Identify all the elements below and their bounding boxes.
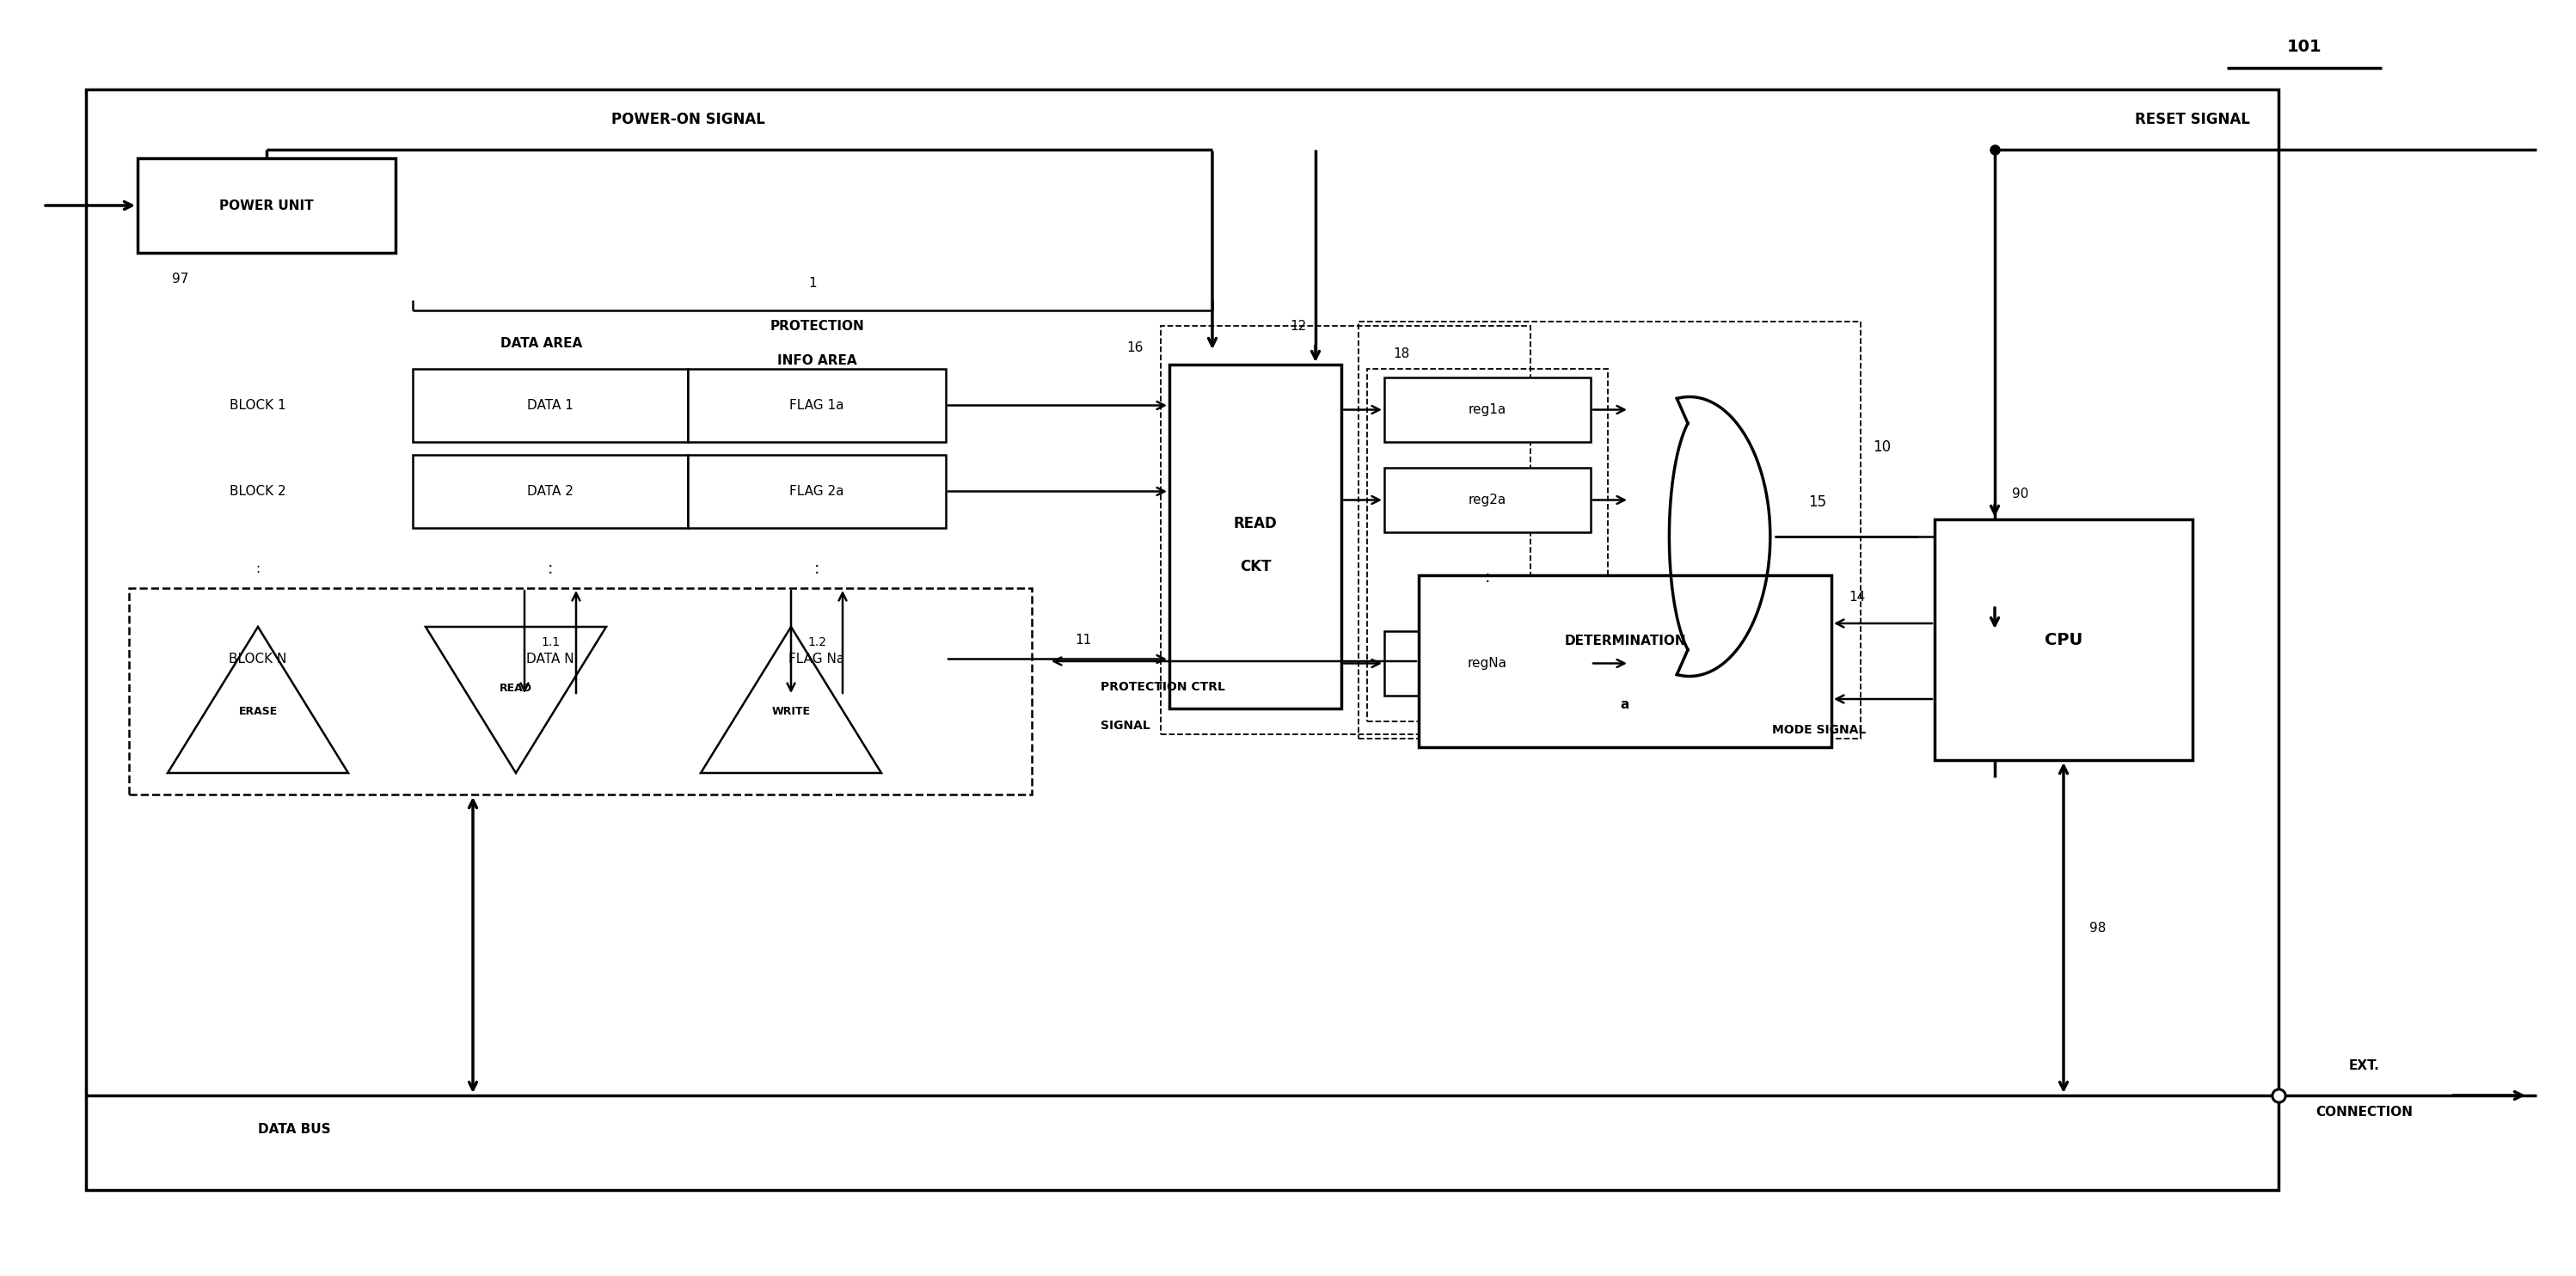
Bar (1368, 369, 1607, 721)
Bar (129, 588, 1033, 795)
Bar (137, 158, 397, 253)
Text: 16: 16 (1126, 341, 1144, 353)
Text: 101: 101 (2287, 38, 2321, 55)
Text: READ: READ (500, 683, 533, 694)
Text: regNa: regNa (1468, 657, 1507, 670)
Text: 90: 90 (2012, 487, 2030, 500)
Text: DATA 2: DATA 2 (528, 485, 574, 498)
Text: 97: 97 (173, 272, 188, 285)
Text: POWER UNIT: POWER UNIT (219, 199, 314, 212)
Text: FLAG Na: FLAG Na (788, 652, 845, 666)
Text: INFO AREA: INFO AREA (778, 353, 858, 366)
Text: MODE SIGNAL: MODE SIGNAL (1772, 723, 1865, 736)
Text: RESET SIGNAL: RESET SIGNAL (2136, 112, 2249, 128)
Text: BLOCK 1: BLOCK 1 (229, 399, 286, 412)
Bar (688, 623, 945, 695)
Text: FLAG 2a: FLAG 2a (788, 485, 845, 498)
Bar (412, 454, 688, 528)
Text: 15: 15 (1808, 494, 1826, 510)
Bar (1383, 632, 1589, 695)
Text: 10: 10 (1873, 439, 1891, 454)
Text: 1.1: 1.1 (541, 635, 559, 648)
Bar (1383, 378, 1589, 441)
Text: EXT.: EXT. (2349, 1059, 2380, 1072)
Text: 11: 11 (1074, 633, 1092, 646)
Bar (1935, 519, 2192, 760)
Text: BLOCK 2: BLOCK 2 (229, 485, 286, 498)
Text: READ: READ (1234, 516, 1278, 531)
Text: PROTECTION: PROTECTION (770, 319, 863, 332)
Text: FLAG 1a: FLAG 1a (788, 399, 845, 412)
Text: 18: 18 (1394, 347, 1409, 360)
Text: SIGNAL: SIGNAL (1100, 720, 1151, 731)
Text: WRITE: WRITE (773, 706, 811, 717)
Bar (412, 369, 688, 441)
Text: 12: 12 (1291, 319, 1306, 332)
Text: DATA BUS: DATA BUS (258, 1123, 330, 1136)
Text: :: : (255, 563, 260, 575)
Text: reg2a: reg2a (1468, 494, 1507, 507)
Text: :: : (814, 560, 819, 577)
Text: ERASE: ERASE (240, 706, 278, 717)
Text: 98: 98 (2089, 921, 2107, 934)
Text: BLOCK N: BLOCK N (229, 652, 286, 666)
Text: CPU: CPU (2045, 632, 2081, 648)
Bar (688, 454, 945, 528)
Bar (1383, 468, 1589, 532)
Bar (1419, 575, 1832, 748)
Text: CONNECTION: CONNECTION (2316, 1106, 2414, 1119)
Text: 1: 1 (809, 277, 817, 290)
Text: CKT: CKT (1239, 559, 1270, 574)
Text: DETERMINATION: DETERMINATION (1564, 634, 1685, 647)
Bar (1170, 365, 1342, 708)
Text: reg1a: reg1a (1468, 403, 1507, 416)
Text: :: : (1484, 569, 1492, 586)
Bar (412, 623, 688, 695)
Text: a: a (1620, 698, 1631, 711)
Bar (85, 89, 2280, 1191)
Text: PROTECTION CTRL: PROTECTION CTRL (1100, 681, 1226, 693)
Text: :: : (549, 560, 554, 577)
Bar (1358, 322, 1860, 739)
Text: 14: 14 (1850, 591, 1865, 604)
Bar (688, 369, 945, 441)
Text: POWER-ON SIGNAL: POWER-ON SIGNAL (611, 112, 765, 128)
Text: DATA 1: DATA 1 (528, 399, 574, 412)
Text: DATA N: DATA N (526, 652, 574, 666)
Text: DATA AREA: DATA AREA (500, 337, 582, 350)
Bar (1162, 325, 1530, 734)
Text: 1.2: 1.2 (806, 635, 827, 648)
